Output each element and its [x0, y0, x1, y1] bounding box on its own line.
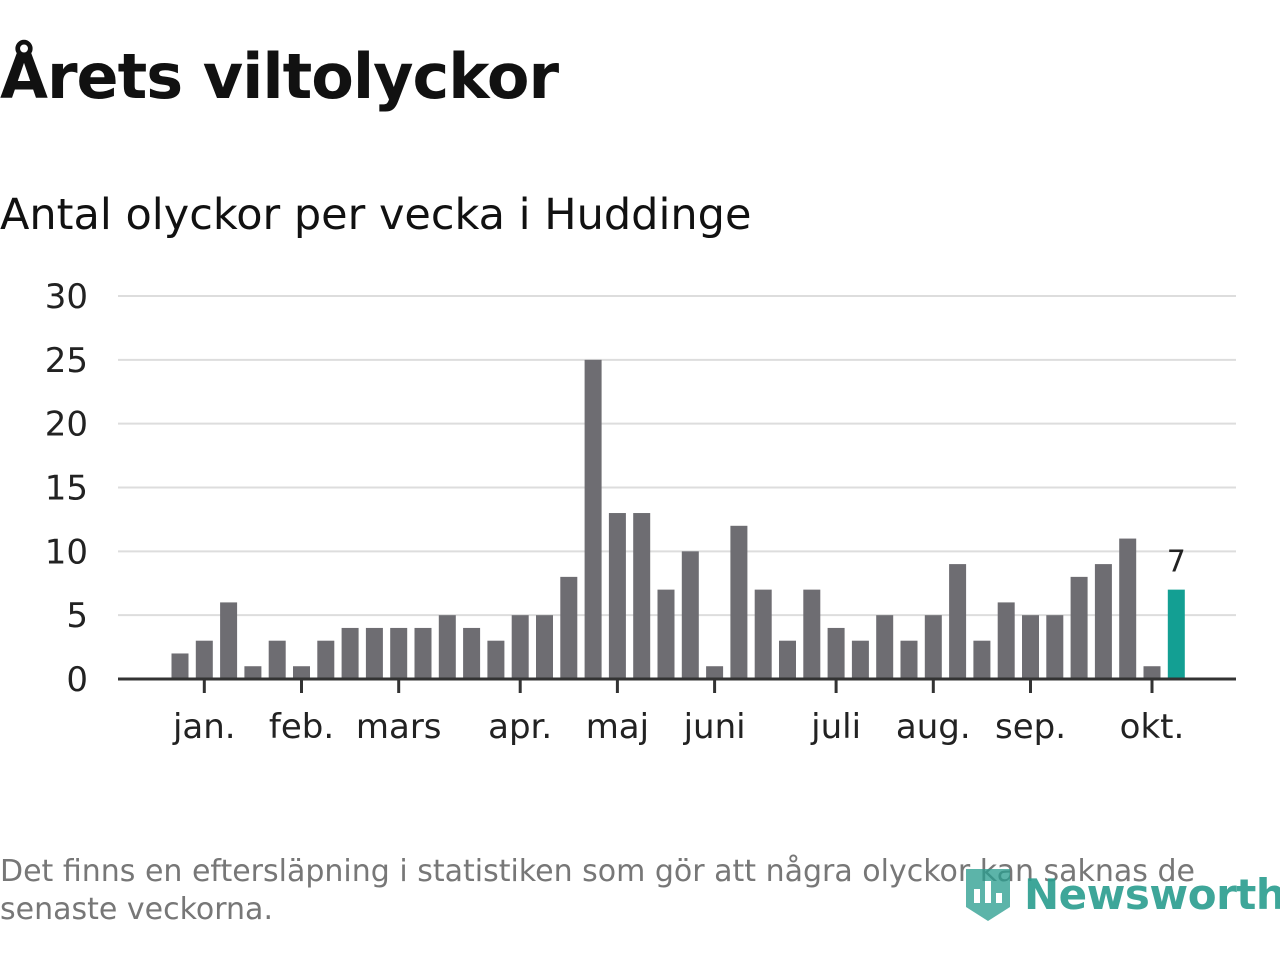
bar	[949, 564, 967, 679]
chart-subtitle: Antal olyckor per vecka i Huddinge	[0, 190, 752, 240]
bar	[657, 589, 675, 679]
x-tick-label: apr.	[488, 707, 552, 747]
x-tick-label: juni	[683, 707, 746, 747]
x-tick-label: juli	[810, 707, 861, 747]
x-tick-label: aug.	[896, 707, 971, 747]
bar	[244, 666, 262, 679]
bars	[171, 359, 1185, 679]
bar	[1094, 564, 1112, 679]
bar	[268, 640, 286, 679]
bar	[560, 576, 578, 679]
x-tick-label: jan.	[172, 707, 236, 747]
bar	[827, 627, 845, 679]
bar	[220, 602, 238, 679]
bar	[487, 640, 505, 679]
bar	[876, 615, 894, 679]
bar	[803, 589, 821, 679]
x-tick-label: maj	[586, 707, 649, 747]
chart-title: Årets viltolyckor	[0, 40, 559, 113]
bar	[1119, 538, 1137, 679]
bar	[414, 627, 432, 679]
bar	[779, 640, 796, 679]
bar	[706, 666, 724, 679]
bar	[293, 666, 310, 679]
bar	[851, 640, 869, 679]
bar	[1046, 615, 1064, 679]
bar	[730, 525, 748, 679]
y-tick-label: 0	[66, 660, 88, 700]
bar-chart: 0 5 10 15 20 25 30 jan. feb. mars apr. maj juni juli…	[45, 277, 1236, 747]
logo-text: Newsworthy	[1024, 869, 1280, 919]
bar-highlight	[1167, 589, 1185, 679]
bar	[365, 627, 383, 679]
x-tick-label: sep.	[995, 707, 1066, 747]
bar	[341, 627, 359, 679]
y-tick-label: 30	[45, 277, 88, 317]
x-tick-label: okt.	[1120, 707, 1185, 747]
bar	[536, 615, 553, 679]
bar	[1022, 615, 1039, 679]
bar	[633, 513, 651, 679]
y-axis-ticks: 0 5 10 15 20 25 30	[45, 277, 88, 700]
bar	[317, 640, 335, 679]
bar	[438, 615, 456, 679]
newsworthy-logo-icon	[966, 869, 1010, 921]
bar	[681, 551, 699, 679]
bar-labels: 7	[1167, 545, 1186, 580]
bar	[924, 615, 942, 679]
bar	[997, 602, 1015, 679]
x-tick-label: mars	[356, 707, 442, 747]
bar	[390, 627, 408, 679]
last-bar-value-label: 7	[1167, 545, 1186, 580]
x-tick-label: feb.	[269, 707, 334, 747]
y-tick-label: 20	[45, 405, 88, 445]
y-tick-label: 10	[45, 532, 88, 572]
grid-lines	[118, 295, 1236, 617]
bar	[973, 640, 991, 679]
bar	[1143, 666, 1161, 679]
y-tick-label: 25	[45, 341, 88, 381]
bar	[1070, 576, 1088, 679]
newsworthy-logo: Newsworthy	[962, 862, 1280, 926]
bar	[195, 640, 213, 679]
bar	[463, 627, 481, 679]
bar	[511, 615, 529, 679]
bar	[171, 653, 189, 679]
x-axis-ticks: jan. feb. mars apr. maj juni juli aug. sep. okt.	[172, 679, 1184, 747]
bar	[608, 513, 626, 679]
bar	[900, 640, 918, 679]
y-tick-label: 5	[66, 596, 88, 636]
bar	[584, 359, 602, 679]
bar	[754, 589, 772, 679]
y-tick-label: 15	[45, 469, 88, 509]
